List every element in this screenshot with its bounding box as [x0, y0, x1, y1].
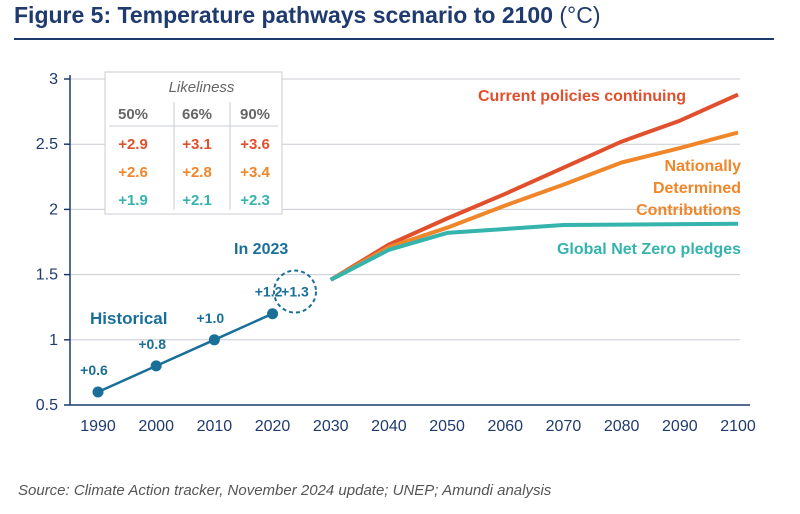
series-label-ndc: Nationally: [665, 158, 742, 175]
chart-title-text: Figure 5: Temperature pathways scenario …: [14, 2, 553, 28]
x-tick-label: 1990: [80, 418, 116, 435]
chart-title: Figure 5: Temperature pathways scenario …: [14, 2, 601, 29]
series-line-historical: [97, 312, 274, 394]
data-point-historical: [92, 386, 104, 398]
series-label-netzero: Global Net Zero pledges: [557, 241, 741, 258]
x-tick-label: 2040: [371, 418, 407, 435]
data-label-historical: +0.8: [138, 336, 166, 352]
table-cell-ndc: +3.4: [240, 164, 270, 181]
x-tick-label: 2020: [255, 418, 291, 435]
table-cell-current: +3.6: [240, 136, 270, 153]
data-label-historical: +1.2: [255, 284, 283, 300]
data-point-historical: [208, 334, 220, 346]
y-tick-label: 3: [49, 71, 58, 88]
x-tick-label: 2100: [720, 418, 756, 435]
y-tick-label: 1.5: [36, 267, 58, 284]
table-cell-netzero: +1.9: [118, 192, 148, 209]
x-tick-label: 2060: [487, 418, 523, 435]
data-label-historical: +1.0: [197, 310, 225, 326]
x-tick-label: 2080: [604, 418, 640, 435]
series-label-current: Current policies continuing: [478, 88, 686, 105]
table-cell-current: +2.9: [118, 136, 148, 153]
table-cell-current: +3.1: [182, 136, 212, 153]
y-tick-label: 2: [49, 201, 58, 218]
data-label-historical: +0.6: [80, 362, 108, 378]
x-tick-label: 2000: [138, 418, 174, 435]
table-cell-netzero: +2.1: [182, 192, 212, 209]
table-cell-netzero: +2.3: [240, 192, 270, 209]
x-tick-label: 2010: [197, 418, 233, 435]
series-label-historical: Historical: [90, 309, 167, 328]
chart-unit: (°C): [559, 2, 601, 28]
source-note: Source: Climate Action tracker, November…: [18, 482, 552, 499]
table-cell-ndc: +2.8: [182, 164, 212, 181]
highlight-circle: [273, 269, 317, 314]
x-tick-label: 2090: [662, 418, 698, 435]
table-header: 50%: [118, 106, 148, 123]
data-point-historical: [267, 308, 279, 320]
x-tick-label: 2050: [429, 418, 465, 435]
series-label-ndc: Contributions: [636, 202, 741, 219]
temperature-chart: 0.5 1 1.5 2 2.5 3 1990 2000 2010 2020 2030 2040 2050…: [36, 71, 756, 435]
series-line-current: [329, 92, 739, 282]
data-point-historical: [150, 360, 162, 372]
series-label-ndc: Determined: [653, 180, 741, 197]
highlight-label: In 2023: [234, 241, 288, 258]
table-header: 90%: [240, 106, 270, 123]
table-header: 66%: [182, 106, 212, 123]
x-tick-label: 2070: [546, 418, 582, 435]
title-rule: [14, 38, 774, 40]
likeliness-title: Likeliness: [169, 79, 235, 96]
y-tick-label: 2.5: [36, 136, 58, 153]
y-tick-label: 1: [49, 332, 58, 349]
likeliness-table: [104, 71, 283, 215]
highlight-value: +1.3: [281, 284, 309, 300]
series-line-netzero: [329, 221, 739, 282]
y-tick-label: 0.5: [36, 397, 58, 414]
table-cell-ndc: +2.6: [118, 164, 148, 181]
series-line-ndc: [329, 130, 739, 282]
x-tick-label: 2030: [313, 418, 349, 435]
